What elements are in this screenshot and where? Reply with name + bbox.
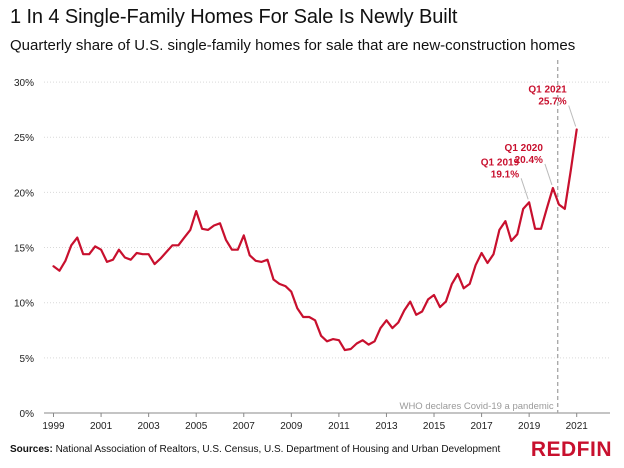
annotation-label: Q1 2020 (505, 143, 544, 154)
x-tick-label: 2001 (90, 421, 113, 432)
x-tick-label: 2021 (566, 421, 589, 432)
annotation-label: Q1 2019 (481, 157, 520, 168)
y-tick-label: 15% (14, 244, 34, 255)
x-tick-label: 1999 (42, 421, 65, 432)
x-tick-label: 2013 (375, 421, 398, 432)
sources-note: Sources: National Association of Realtor… (10, 444, 500, 455)
x-tick-label: 2015 (423, 421, 446, 432)
chart-title: 1 In 4 Single-Family Homes For Sale Is N… (10, 6, 458, 28)
y-tick-label: 25% (14, 133, 34, 144)
annotation-value: 19.1% (491, 169, 519, 180)
y-tick-label: 10% (14, 299, 34, 310)
annotation-value: 25.7% (538, 96, 566, 107)
x-tick-label: 2011 (328, 421, 350, 432)
y-tick-label: 30% (14, 78, 34, 89)
y-tick-label: 0% (20, 409, 35, 420)
annotation-leader (544, 163, 553, 186)
y-tick-label: 20% (14, 188, 34, 199)
sources-label: Sources: (10, 444, 53, 455)
annotation-leader (520, 178, 529, 200)
pandemic-reference-label: WHO declares Covid-19 a pandemic (399, 401, 553, 412)
x-tick-label: 2017 (470, 421, 493, 432)
redfin-logo: REDFIN (530, 438, 612, 461)
sources-text: National Association of Realtors, U.S. C… (55, 444, 501, 455)
x-tick-label: 2007 (233, 421, 256, 432)
annotation-value: 20.4% (515, 155, 543, 166)
x-tick-label: 2003 (138, 421, 161, 432)
new-construction-share-line (52, 128, 578, 352)
annotation-label: Q1 2021 (528, 84, 567, 95)
y-tick-label: 5% (20, 354, 35, 365)
x-tick-label: 2019 (518, 421, 541, 432)
annotation-leader (568, 105, 577, 127)
x-tick-label: 2009 (280, 421, 303, 432)
chart-subtitle: Quarterly share of U.S. single-family ho… (10, 37, 576, 54)
x-tick-label: 2005 (185, 421, 208, 432)
